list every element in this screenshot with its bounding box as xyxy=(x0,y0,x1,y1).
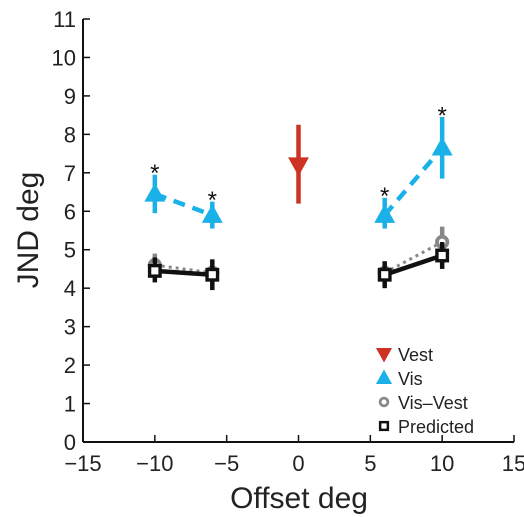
x-axis-label: Offset deg xyxy=(230,482,368,515)
legend-marker-predicted xyxy=(378,420,390,432)
y-tick-label: 10 xyxy=(52,45,76,70)
predicted-point xyxy=(377,267,392,282)
series-vis xyxy=(144,117,453,229)
y-axis-label: JND deg xyxy=(12,172,45,289)
significance-marker: * xyxy=(208,187,217,214)
x-tick-label: −10 xyxy=(136,451,173,476)
annotation-layer: * * * * xyxy=(150,102,447,214)
y-tick-label: 5 xyxy=(64,238,76,263)
legend-item-vest: Vest xyxy=(375,345,433,365)
legend: Vest Vis Vis–Vest Predicted xyxy=(375,345,474,437)
x-tick-label: 10 xyxy=(430,451,454,476)
legend-marker-vest xyxy=(375,348,393,363)
y-tick-label: 8 xyxy=(64,122,76,147)
predicted-connector-line xyxy=(154,268,213,277)
x-tick-label: 15 xyxy=(502,451,524,476)
legend-label-combined: Vis–Vest xyxy=(398,393,468,413)
predicted-point xyxy=(147,263,162,278)
vis-point xyxy=(144,182,166,202)
series-vest xyxy=(288,124,309,204)
y-tick-label: 4 xyxy=(64,276,76,301)
legend-item-combined: Vis–Vest xyxy=(378,393,468,413)
y-tick-label: 7 xyxy=(64,161,76,186)
y-tick-label: 11 xyxy=(53,7,76,32)
predicted-point xyxy=(435,248,450,263)
legend-marker-combined xyxy=(378,396,390,408)
vest-point xyxy=(288,157,309,177)
series-layer xyxy=(144,117,453,291)
legend-item-predicted: Predicted xyxy=(378,417,474,437)
significance-marker: * xyxy=(437,102,446,129)
vis-point xyxy=(431,136,453,156)
axes: 0 1 2 3 4 5 6 7 8 9 10 11 −15 −10 −5 0 5 10 15 xyxy=(52,7,524,476)
significance-marker: * xyxy=(380,183,389,210)
significance-marker: * xyxy=(150,160,159,187)
x-tick-label: −15 xyxy=(64,451,101,476)
y-tick-label: 6 xyxy=(64,199,76,224)
y-tick-label: 0 xyxy=(64,430,76,455)
x-tick-label: −5 xyxy=(214,451,239,476)
vis-point xyxy=(201,204,223,223)
vis-point xyxy=(374,204,396,223)
y-tick-label: 9 xyxy=(64,84,76,109)
vis-connector-line xyxy=(154,191,214,218)
legend-label-predicted: Predicted xyxy=(398,417,474,437)
predicted-point xyxy=(205,267,220,282)
legend-label-vis: Vis xyxy=(398,369,423,389)
y-tick-label: 3 xyxy=(64,315,76,340)
legend-item-vis: Vis xyxy=(375,369,423,389)
x-tick-label: 0 xyxy=(292,451,304,476)
x-tick-label: 5 xyxy=(364,451,376,476)
combined-connector-line xyxy=(154,263,213,275)
vis-connector-line xyxy=(382,146,444,217)
legend-marker-vis xyxy=(375,369,393,384)
y-tick-label: 1 xyxy=(64,392,76,417)
series-predicted xyxy=(147,242,450,291)
predicted-connector-line xyxy=(383,253,443,277)
legend-label-vest: Vest xyxy=(398,345,433,365)
y-tick-label: 2 xyxy=(64,353,76,378)
